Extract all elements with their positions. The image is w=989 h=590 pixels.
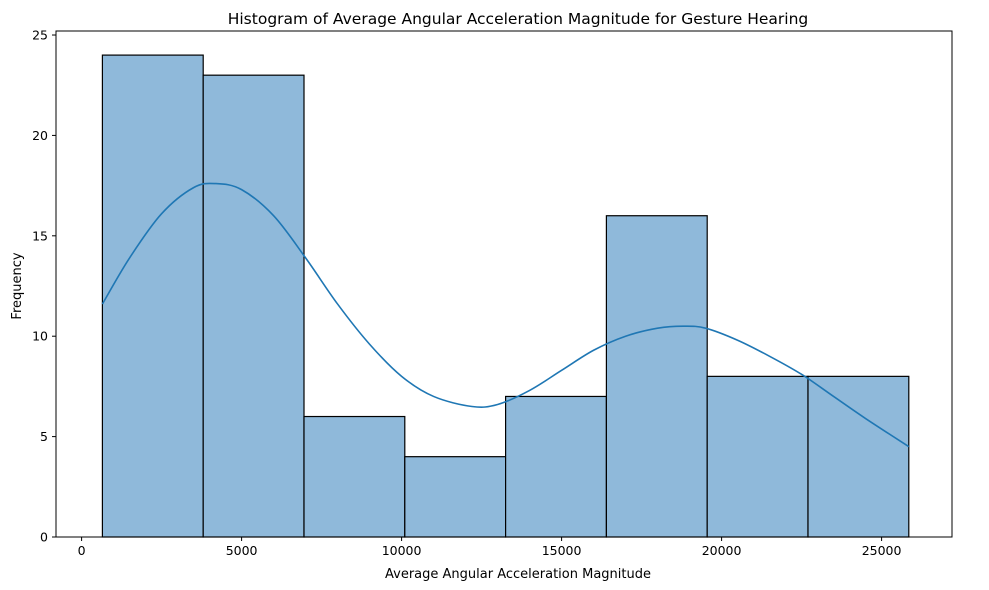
kde-line xyxy=(101,182,910,448)
histogram-bar-3 xyxy=(303,415,406,538)
y-tick-label: 25 xyxy=(32,28,48,43)
x-tick-label: 0 xyxy=(78,543,86,558)
bars-group xyxy=(101,54,910,538)
x-tick-label: 5000 xyxy=(226,543,258,558)
histogram-bar-2 xyxy=(202,74,305,538)
x-tick-label: 20000 xyxy=(702,543,742,558)
y-tick-label: 0 xyxy=(40,530,48,545)
plot-frame xyxy=(55,30,953,538)
x-tick-label: 10000 xyxy=(382,543,422,558)
y-tick-label: 5 xyxy=(40,429,48,444)
histogram-bar-5 xyxy=(505,395,608,538)
y-tick-label: 10 xyxy=(32,329,48,344)
y-tick-label: 20 xyxy=(32,128,48,143)
y-tick-label: 15 xyxy=(32,228,48,243)
chart-title: Histogram of Average Angular Acceleratio… xyxy=(228,10,809,28)
histogram-bar-4 xyxy=(404,456,507,538)
histogram-bar-8 xyxy=(807,375,910,538)
y-axis-label: Frequency xyxy=(10,252,25,319)
histogram-bar-1 xyxy=(101,54,204,538)
x-tick-label: 25000 xyxy=(862,543,902,558)
x-axis-label: Average Angular Acceleration Magnitude xyxy=(385,567,651,582)
histogram-bar-7 xyxy=(706,375,809,538)
y-axis-ticks: 0 5 10 15 20 25 xyxy=(32,28,56,545)
x-tick-label: 15000 xyxy=(542,543,582,558)
x-axis-ticks: 0 5000 10000 15000 20000 25000 xyxy=(78,537,902,558)
histogram-bar-6 xyxy=(605,215,708,538)
